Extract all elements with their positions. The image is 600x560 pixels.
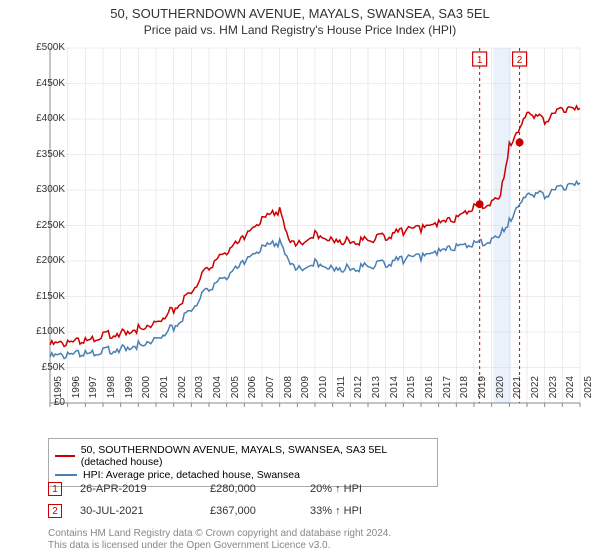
sale-delta: 33% ↑ HPI — [310, 505, 430, 517]
xtick-label: 2023 — [548, 376, 559, 406]
xtick-label: 1998 — [106, 376, 117, 406]
xtick-label: 2008 — [283, 376, 294, 406]
sale-marker-badge: 1 — [48, 482, 62, 496]
sale-delta: 20% ↑ HPI — [310, 483, 430, 495]
ytick-label: £450K — [25, 78, 65, 89]
sale-price: £280,000 — [210, 483, 310, 495]
xtick-label: 2005 — [230, 376, 241, 406]
legend-label: 50, SOUTHERNDOWN AVENUE, MAYALS, SWANSEA… — [81, 444, 431, 468]
xtick-label: 2006 — [247, 376, 258, 406]
ytick-label: £500K — [25, 42, 65, 53]
xtick-label: 2016 — [424, 376, 435, 406]
xtick-label: 2003 — [194, 376, 205, 406]
xtick-label: 2007 — [265, 376, 276, 406]
xtick-label: 2011 — [336, 376, 347, 406]
xtick-label: 2012 — [353, 376, 364, 406]
xtick-label: 1995 — [53, 376, 64, 406]
ytick-label: £400K — [25, 113, 65, 124]
chart-legend: 50, SOUTHERNDOWN AVENUE, MAYALS, SWANSEA… — [48, 438, 438, 487]
xtick-label: 2024 — [565, 376, 576, 406]
xtick-label: 2019 — [477, 376, 488, 406]
sale-row: 2 30-JUL-2021 £367,000 33% ↑ HPI — [48, 504, 568, 518]
ytick-label: £50K — [25, 362, 65, 373]
sale-marker-badge: 2 — [48, 504, 62, 518]
xtick-label: 2009 — [300, 376, 311, 406]
xtick-label: 2002 — [177, 376, 188, 406]
svg-text:1: 1 — [477, 55, 483, 66]
price-chart: 12 — [0, 0, 600, 430]
xtick-label: 1997 — [88, 376, 99, 406]
xtick-label: 2000 — [141, 376, 152, 406]
xtick-label: 2017 — [442, 376, 453, 406]
xtick-label: 1999 — [124, 376, 135, 406]
legend-item: 50, SOUTHERNDOWN AVENUE, MAYALS, SWANSEA… — [55, 444, 431, 468]
ytick-label: £200K — [25, 255, 65, 266]
xtick-label: 2020 — [495, 376, 506, 406]
ytick-label: £300K — [25, 184, 65, 195]
ytick-label: £100K — [25, 326, 65, 337]
sale-date: 26-APR-2019 — [80, 483, 210, 495]
sale-row: 1 26-APR-2019 £280,000 20% ↑ HPI — [48, 482, 568, 496]
xtick-label: 2004 — [212, 376, 223, 406]
legend-swatch — [55, 455, 75, 457]
ytick-label: £250K — [25, 220, 65, 231]
footnote-line: Contains HM Land Registry data © Crown c… — [48, 528, 391, 540]
legend-label: HPI: Average price, detached house, Swan… — [83, 469, 300, 481]
xtick-label: 2015 — [406, 376, 417, 406]
xtick-label: 2021 — [512, 376, 523, 406]
xtick-label: 2010 — [318, 376, 329, 406]
xtick-label: 2025 — [583, 376, 594, 406]
legend-item: HPI: Average price, detached house, Swan… — [55, 469, 431, 481]
sale-date: 30-JUL-2021 — [80, 505, 210, 517]
ytick-label: £350K — [25, 149, 65, 160]
xtick-label: 2001 — [159, 376, 170, 406]
xtick-label: 2022 — [530, 376, 541, 406]
footnote-line: This data is licensed under the Open Gov… — [48, 540, 391, 552]
ytick-label: £150K — [25, 291, 65, 302]
xtick-label: 2014 — [389, 376, 400, 406]
xtick-label: 2018 — [459, 376, 470, 406]
legend-swatch — [55, 474, 77, 476]
sale-price: £367,000 — [210, 505, 310, 517]
xtick-label: 1996 — [71, 376, 82, 406]
svg-text:2: 2 — [517, 55, 523, 66]
xtick-label: 2013 — [371, 376, 382, 406]
footnote: Contains HM Land Registry data © Crown c… — [48, 528, 391, 552]
